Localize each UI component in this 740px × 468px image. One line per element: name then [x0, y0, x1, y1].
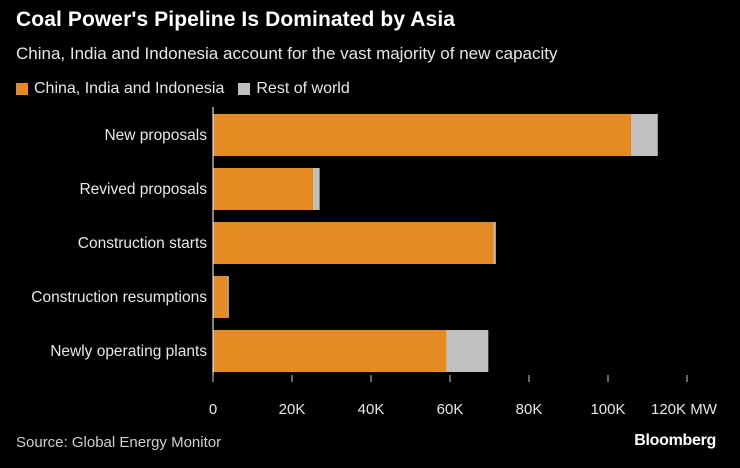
x-tick-label: 100K — [590, 401, 625, 418]
legend-item-asia: China, India and Indonesia — [16, 80, 224, 98]
legend: China, India and Indonesia Rest of world — [16, 80, 364, 98]
chart-subtitle: China, India and Indonesia account for t… — [16, 44, 558, 63]
bloomberg-logo: Bloomberg — [634, 432, 716, 449]
bar-newly-operating-plants-asia — [213, 330, 447, 372]
chart-title: Coal Power's Pipeline Is Dominated by As… — [16, 8, 456, 31]
x-tick-label: 120K MW — [651, 401, 718, 418]
bar-revived-proposals-rest-of-world — [312, 168, 320, 210]
category-label-construction-resumptions: Construction resumptions — [31, 289, 207, 306]
legend-item-rest-of-world: Rest of world — [238, 80, 350, 98]
x-tick-label: 0 — [209, 401, 217, 418]
source-note: Source: Global Energy Monitor — [16, 434, 222, 451]
bar-construction-resumptions-rest-of-world — [227, 276, 229, 318]
category-label-revived-proposals: Revived proposals — [79, 181, 207, 198]
x-tick-label: 40K — [358, 401, 385, 418]
x-tick-label: 60K — [437, 401, 464, 418]
category-label-newly-operating-plants: Newly operating plants — [50, 343, 207, 360]
legend-swatch-asia — [16, 83, 28, 95]
bar-revived-proposals-asia — [213, 168, 313, 210]
category-label-new-proposals: New proposals — [104, 127, 207, 144]
bar-construction-starts-asia — [213, 222, 494, 264]
legend-label-rest-of-world: Rest of world — [256, 80, 350, 97]
x-tick-label: 80K — [516, 401, 543, 418]
bar-construction-starts-rest-of-world — [493, 222, 496, 264]
legend-swatch-rest-of-world — [238, 83, 251, 95]
legend-label-asia: China, India and Indonesia — [34, 80, 225, 97]
bar-construction-resumptions-asia — [213, 276, 228, 318]
bar-newly-operating-plants-rest-of-world — [446, 330, 489, 372]
bar-new-proposals-rest-of-world — [630, 114, 658, 156]
category-label-construction-starts: Construction starts — [78, 235, 207, 252]
bar-new-proposals-asia — [213, 114, 631, 156]
x-tick-label: 20K — [279, 401, 306, 418]
